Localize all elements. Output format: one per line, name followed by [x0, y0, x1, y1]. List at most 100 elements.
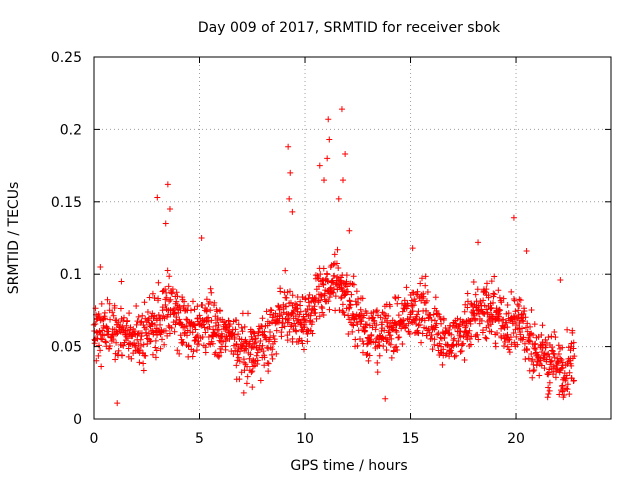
- data-point: [177, 332, 184, 339]
- data-point: [148, 320, 155, 327]
- data-point: [332, 293, 339, 300]
- data-point: [232, 347, 239, 354]
- data-point: [273, 327, 280, 334]
- data-point: [519, 325, 526, 332]
- data-point: [249, 384, 256, 391]
- data-point: [286, 328, 293, 335]
- data-point: [522, 356, 529, 363]
- data-point: [530, 368, 537, 375]
- y-tick-label: 0.25: [51, 50, 82, 66]
- data-point: [259, 342, 266, 349]
- data-point: [418, 339, 425, 346]
- data-point: [324, 155, 331, 162]
- data-point: [302, 296, 309, 303]
- data-point: [234, 357, 241, 364]
- data-point: [283, 294, 290, 301]
- data-point: [461, 357, 468, 364]
- data-point: [143, 326, 150, 333]
- data-point: [326, 306, 333, 313]
- data-point: [495, 287, 502, 294]
- data-point: [98, 300, 105, 307]
- data-point: [295, 338, 302, 345]
- data-point: [139, 312, 146, 319]
- data-point: [547, 358, 554, 365]
- data-point: [531, 345, 538, 352]
- data-point: [512, 308, 519, 315]
- data-point: [293, 328, 300, 335]
- data-point: [500, 295, 507, 302]
- data-point: [154, 194, 161, 201]
- data-point: [231, 331, 238, 338]
- data-point: [137, 319, 144, 326]
- data-point: [140, 341, 147, 348]
- data-point: [370, 314, 377, 321]
- data-point: [354, 296, 361, 303]
- data-point: [336, 307, 343, 314]
- data-point: [244, 363, 251, 370]
- data-point: [539, 322, 546, 329]
- data-point: [110, 312, 117, 319]
- data-point: [545, 350, 552, 357]
- data-point: [168, 324, 175, 331]
- data-point: [272, 310, 279, 317]
- data-point: [455, 338, 462, 345]
- data-point: [235, 321, 242, 328]
- data-point: [532, 340, 539, 347]
- data-point: [105, 328, 112, 335]
- data-point: [503, 319, 510, 326]
- data-point: [366, 352, 373, 359]
- data-point: [563, 372, 570, 379]
- data-point: [140, 367, 147, 374]
- data-point: [169, 290, 176, 297]
- data-point: [243, 380, 250, 387]
- data-point: [457, 334, 464, 341]
- data-point: [232, 317, 239, 324]
- data-point: [166, 330, 173, 337]
- data-point: [268, 351, 275, 358]
- data-point: [171, 309, 178, 316]
- data-point: [307, 312, 314, 319]
- data-point: [307, 327, 314, 334]
- data-point: [373, 308, 380, 315]
- data-point: [376, 352, 383, 359]
- data-point: [133, 303, 140, 310]
- data-point: [475, 239, 482, 246]
- data-point: [505, 346, 512, 353]
- data-point: [325, 298, 332, 305]
- data-point: [480, 327, 487, 334]
- data-point: [555, 342, 562, 349]
- data-point: [343, 272, 350, 279]
- data-point: [320, 312, 327, 319]
- data-point: [151, 321, 158, 328]
- data-point: [169, 286, 176, 293]
- data-point: [564, 326, 571, 333]
- data-point: [338, 294, 345, 301]
- data-point: [104, 325, 111, 332]
- data-point: [524, 320, 531, 327]
- data-point: [273, 350, 280, 357]
- data-point: [525, 338, 532, 345]
- data-point: [113, 339, 120, 346]
- data-point: [191, 322, 198, 329]
- data-point: [340, 177, 347, 184]
- data-point: [297, 298, 304, 305]
- data-point: [243, 346, 250, 353]
- data-point: [189, 353, 196, 360]
- data-point: [506, 336, 513, 343]
- data-point: [386, 301, 393, 308]
- data-point: [422, 273, 429, 280]
- data-point: [466, 327, 473, 334]
- data-point: [388, 354, 395, 361]
- data-point: [377, 314, 384, 321]
- data-point: [235, 354, 242, 361]
- data-point: [542, 336, 549, 343]
- data-point: [176, 303, 183, 310]
- data-point: [267, 306, 274, 313]
- data-point: [516, 296, 523, 303]
- y-tick-label: 0.2: [60, 122, 82, 138]
- x-tick-label: 20: [507, 431, 525, 447]
- data-point: [546, 353, 553, 360]
- data-point: [403, 284, 410, 291]
